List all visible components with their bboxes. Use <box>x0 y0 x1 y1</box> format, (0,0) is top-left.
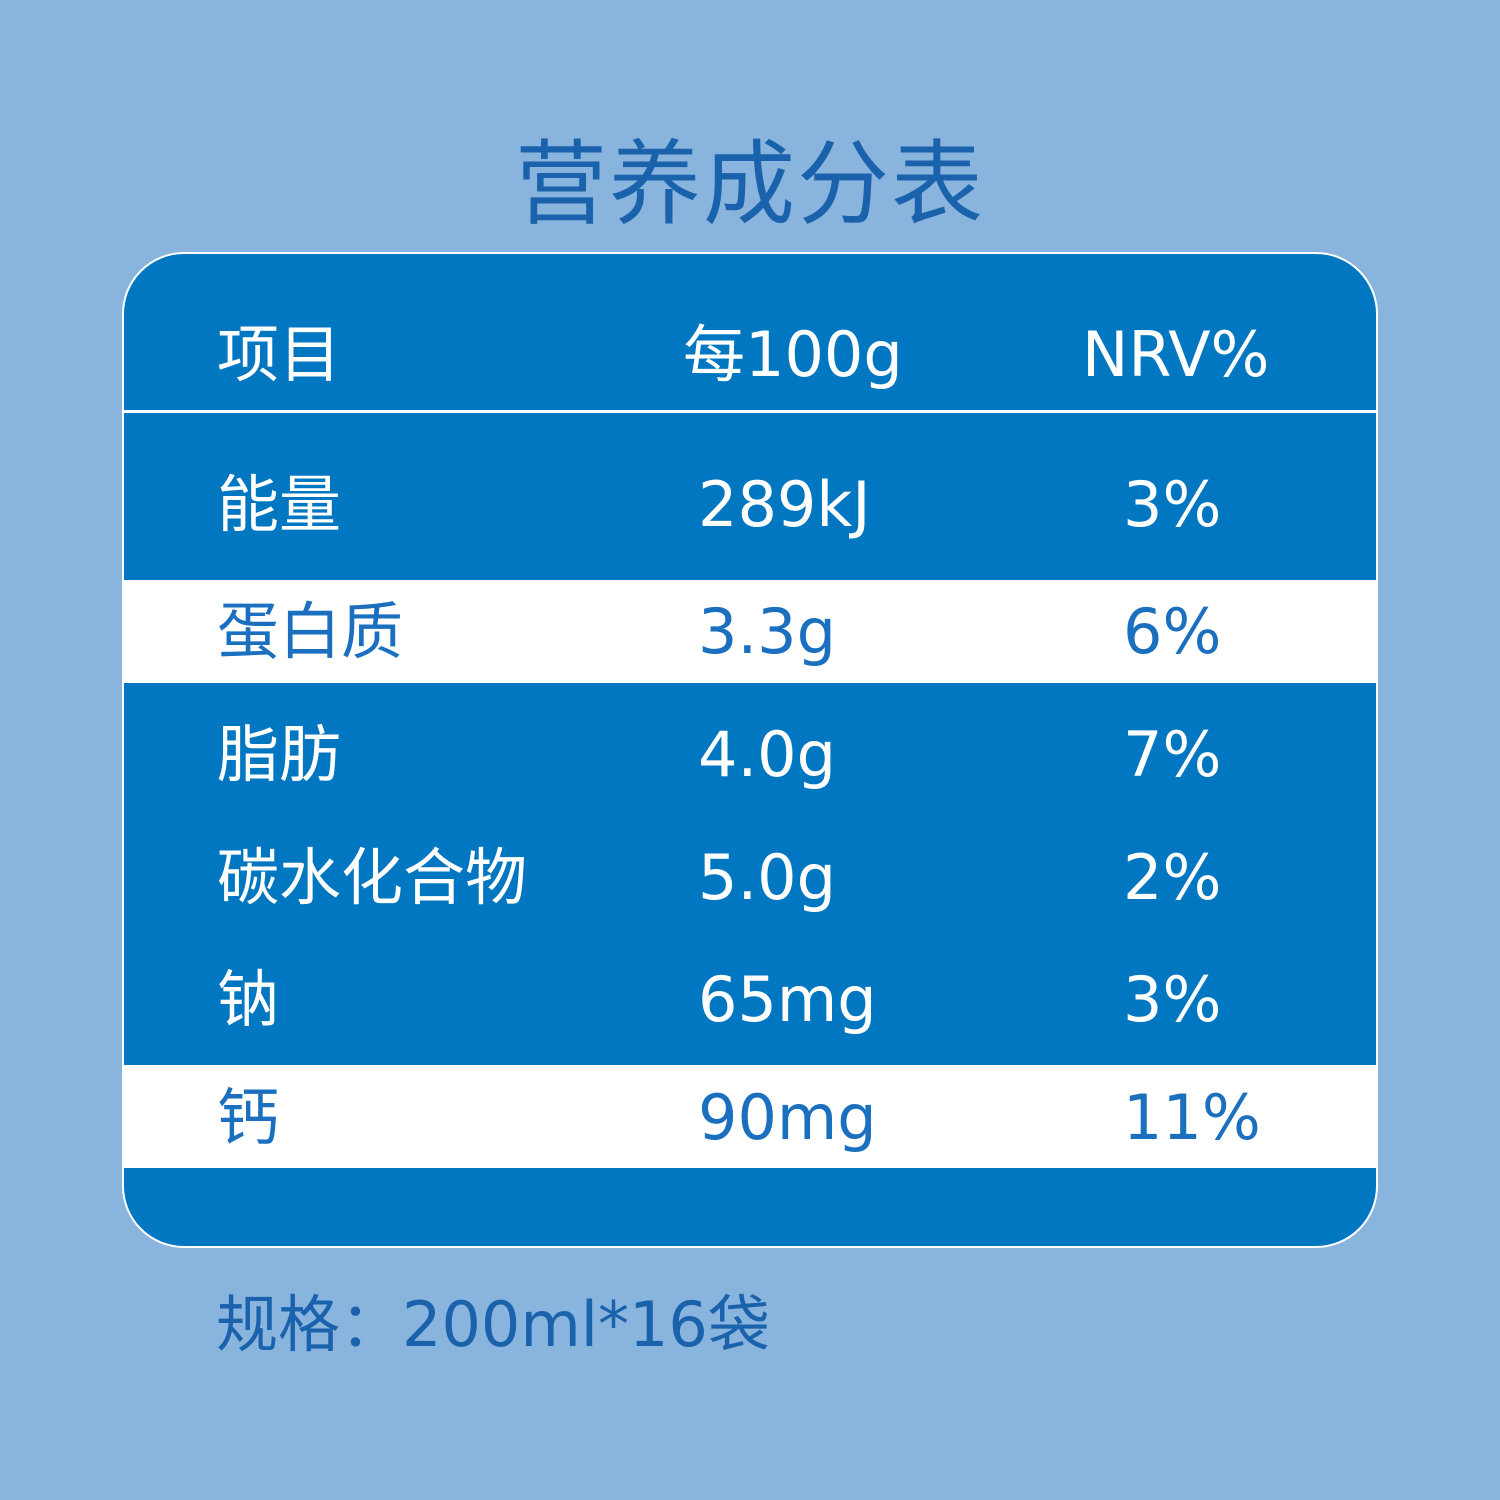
table-cell: 5.0g <box>698 841 836 914</box>
column-header: 每100g <box>683 318 903 391</box>
table-cell: 11% <box>1123 1081 1261 1154</box>
table-cell: 7% <box>1123 718 1222 791</box>
table-cell: 6% <box>1123 595 1222 668</box>
table-cell: 钙 <box>217 1081 280 1154</box>
column-header: NRV% <box>1082 318 1270 391</box>
column-header: 项目 <box>217 318 342 391</box>
table-cell: 90mg <box>698 1081 877 1154</box>
table-cell: 能量 <box>217 468 342 541</box>
table-cell: 蛋白质 <box>217 595 404 668</box>
spec: 规格：200ml*16袋 <box>216 1288 770 1361</box>
header-divider <box>124 410 1376 413</box>
table-cell: 2% <box>1123 841 1222 914</box>
table-cell: 脂肪 <box>217 718 342 791</box>
table-cell: 289kJ <box>698 468 871 541</box>
table-cell: 碳水化合物 <box>217 841 528 914</box>
table-cell: 3% <box>1123 963 1222 1036</box>
table-cell: 65mg <box>698 963 877 1036</box>
nutrition-table: 项目 每100g NRV% 能量 289kJ 3% 蛋白质 3.3g 6% 脂肪 4.0g 7% 碳水化… <box>122 252 1378 1248</box>
row-highlight <box>124 580 1376 683</box>
table-cell: 3% <box>1123 468 1222 541</box>
title: 营养成分表 <box>514 131 985 238</box>
table-cell: 3.3g <box>698 595 836 668</box>
table-cell: 钠 <box>217 963 280 1036</box>
table-cell: 4.0g <box>698 718 836 791</box>
row-highlight <box>124 1065 1376 1168</box>
